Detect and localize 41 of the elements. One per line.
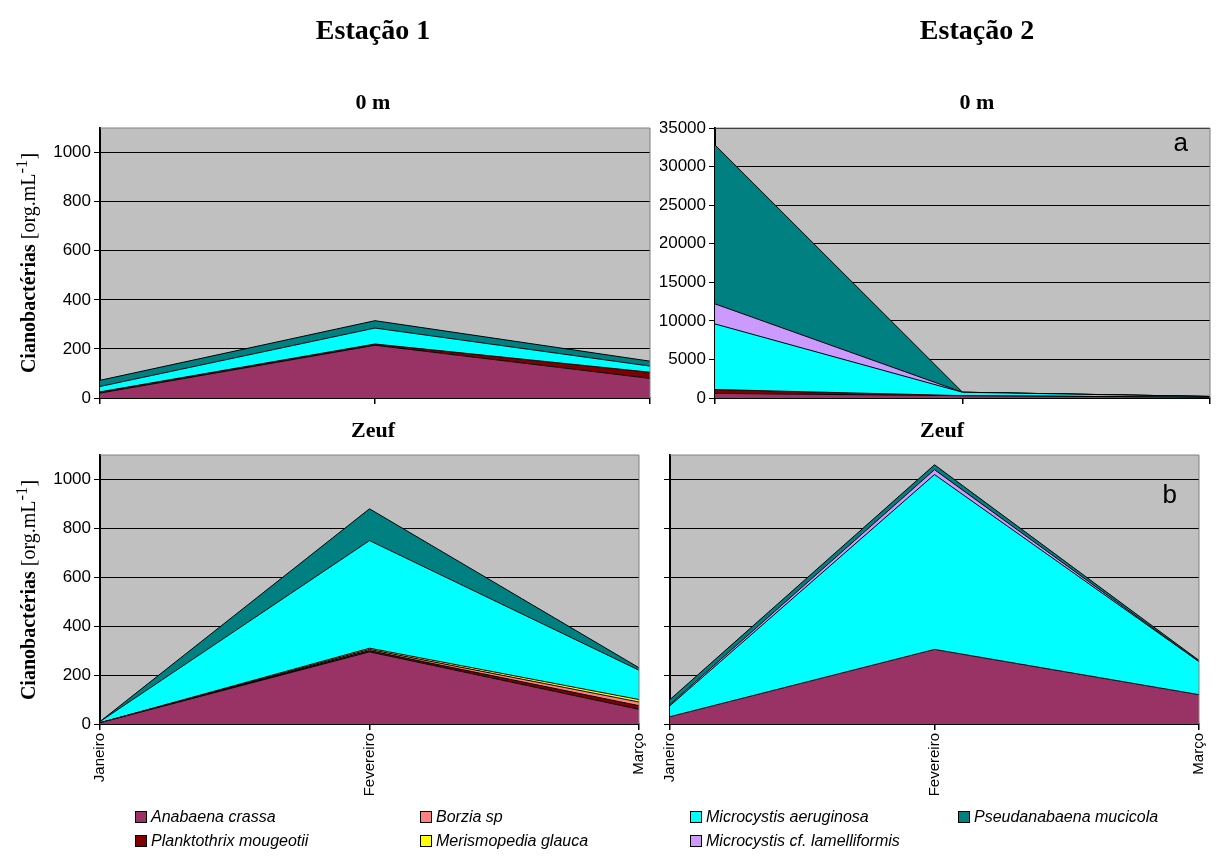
chart-title: Estação 1 xyxy=(315,14,431,46)
y-tick-label: 15000 xyxy=(658,271,706,291)
y-tick-label: 200 xyxy=(62,664,91,684)
legend-label: Planktothrix mougeotii xyxy=(151,832,309,850)
y-tick-label: 600 xyxy=(62,566,91,586)
legend-label: Microcystis cf. lamelliformis xyxy=(706,832,900,850)
y-tick-label: 1000 xyxy=(53,142,91,162)
y-tick-label: 25000 xyxy=(658,194,706,214)
y-tick-label: 20000 xyxy=(658,233,706,253)
legend-label: Microcystis aeruginosa xyxy=(706,808,869,826)
chart-subtitle: 0 m xyxy=(355,89,391,115)
annotation: a xyxy=(1173,127,1189,158)
x-tick-label: Fevereiro xyxy=(359,733,377,797)
legend-label: Merismopedia glauca xyxy=(436,832,589,850)
y-tick-label: 0 xyxy=(81,387,91,407)
y-tick-label: 600 xyxy=(62,240,91,260)
y-tick-label: 400 xyxy=(62,289,91,309)
x-tick-label: Janeiro xyxy=(90,733,108,783)
x-tick-label: Março xyxy=(629,733,647,775)
chart-subtitle: 0 m xyxy=(959,89,995,115)
x-tick-label: Março xyxy=(1189,733,1207,775)
y-tick-label: 0 xyxy=(696,387,706,407)
chart-title: Estação 2 xyxy=(919,14,1035,46)
y-tick-label: 5000 xyxy=(668,349,706,369)
y-tick-label: 30000 xyxy=(658,156,706,176)
x-tick-label: Janeiro xyxy=(660,733,678,783)
x-tick-label: Fevereiro xyxy=(924,733,942,797)
chart-title: Zeuf xyxy=(351,417,395,443)
y-tick-label: 35000 xyxy=(658,117,706,137)
y-tick-label: 0 xyxy=(81,713,91,733)
y-tick-label: 10000 xyxy=(658,310,706,330)
legend-label: Borzia sp xyxy=(436,808,503,826)
y-tick-label: 800 xyxy=(62,518,91,538)
chart-title: Zeuf xyxy=(920,417,964,443)
y-tick-label: 400 xyxy=(62,615,91,635)
annotation: b xyxy=(1162,478,1177,509)
y-tick-label: 1000 xyxy=(53,469,91,489)
y-tick-label: 800 xyxy=(62,191,91,211)
legend-label: Pseudanabaena mucicola xyxy=(974,808,1159,826)
legend-label: Anabaena crassa xyxy=(151,808,276,826)
y-tick-label: 200 xyxy=(62,338,91,358)
